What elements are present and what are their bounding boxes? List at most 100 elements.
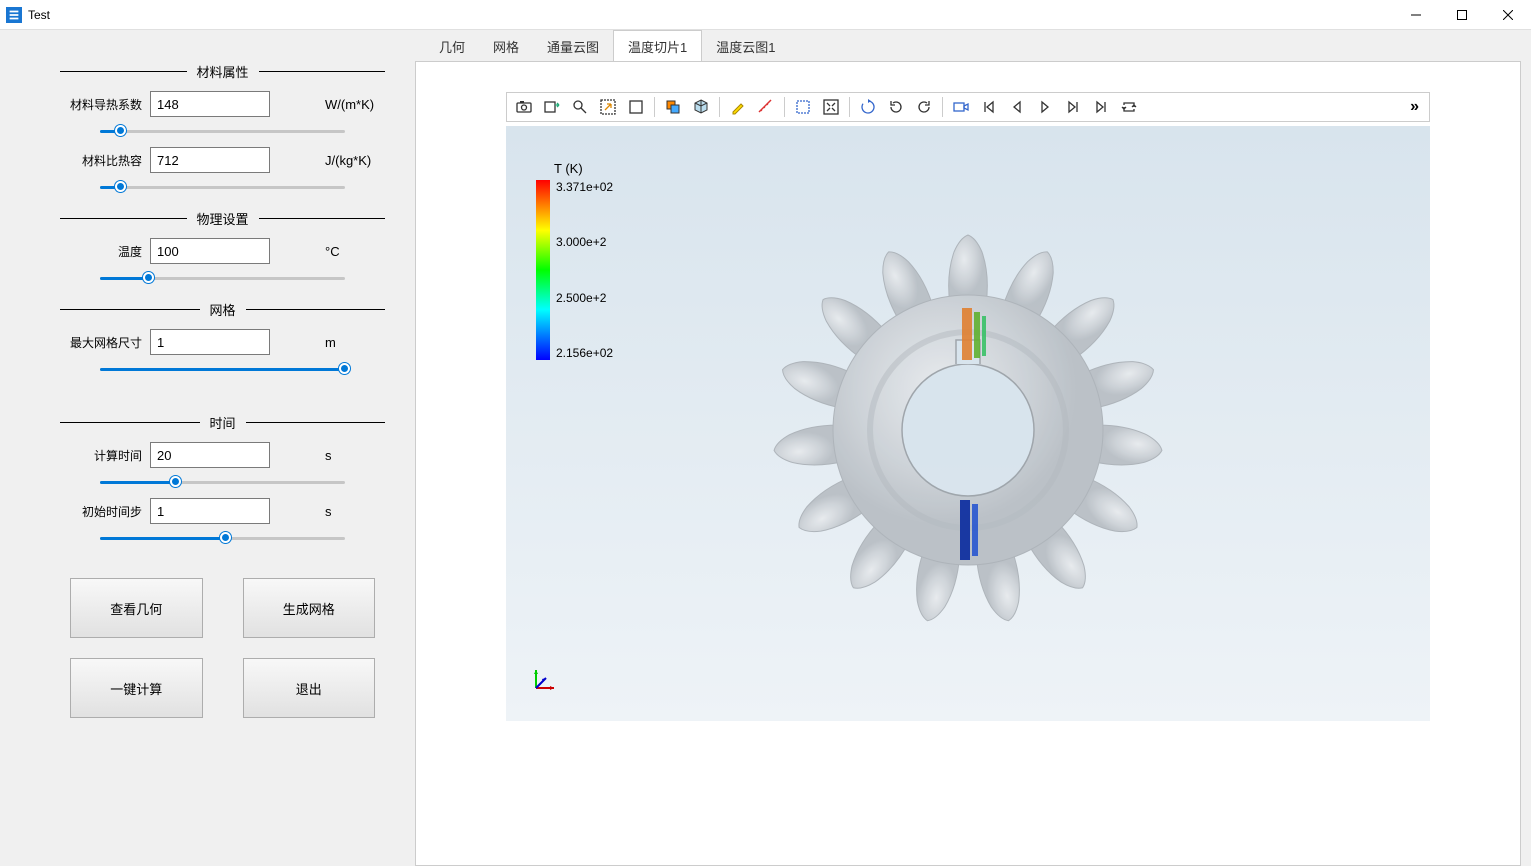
field-label: 材料比热容	[60, 152, 150, 169]
conductivity-slider[interactable]	[60, 121, 385, 141]
field-unit: s	[325, 448, 385, 463]
toolbar-separator	[654, 97, 655, 117]
titlebar-left: Test	[6, 7, 50, 23]
3d-viewport[interactable]: T (K) 3.371e+02 3.000e+2 2.500e+2 2.156e…	[506, 126, 1430, 721]
zoom-icon[interactable]	[567, 94, 593, 120]
measure-icon[interactable]	[753, 94, 779, 120]
color-legend: T (K) 3.371e+02 3.000e+2 2.500e+2 2.156e…	[536, 161, 613, 360]
highlight-icon[interactable]	[725, 94, 751, 120]
legend-labels: 3.371e+02 3.000e+2 2.500e+2 2.156e+02	[556, 180, 613, 360]
legend-tick: 2.500e+2	[556, 291, 613, 305]
group-label: 网格	[200, 300, 246, 319]
select-rect-icon[interactable]	[790, 94, 816, 120]
viewport-frame: » T (K) 3.371e+02 3.000e+2 2.500e+2 2.15…	[415, 61, 1521, 866]
field-calc-time: 计算时间 s	[60, 442, 385, 468]
field-unit: °C	[325, 244, 385, 259]
one-click-compute-button[interactable]: 一键计算	[70, 658, 203, 718]
toolbar-separator	[942, 97, 943, 117]
calc-time-input[interactable]	[150, 442, 270, 468]
prev-icon[interactable]	[1004, 94, 1030, 120]
toolbar-separator	[849, 97, 850, 117]
titlebar: Test	[0, 0, 1531, 30]
group-label: 材料属性	[187, 62, 259, 81]
video-icon[interactable]	[948, 94, 974, 120]
group-header-mesh: 网格	[60, 300, 385, 319]
view-geometry-button[interactable]: 查看几何	[70, 578, 203, 638]
export-icon[interactable]	[539, 94, 565, 120]
zoom-box-icon[interactable]	[595, 94, 621, 120]
action-buttons: 查看几何 生成网格 一键计算 退出	[60, 578, 385, 718]
field-label: 计算时间	[60, 447, 150, 464]
close-button[interactable]	[1485, 0, 1531, 30]
camera-icon[interactable]	[511, 94, 537, 120]
toolbar-separator	[784, 97, 785, 117]
max-mesh-slider[interactable]	[60, 359, 385, 379]
field-label: 初始时间步	[60, 503, 150, 520]
group-header-time: 时间	[60, 413, 385, 432]
toolbar-more-icon[interactable]: »	[1404, 98, 1425, 116]
first-icon[interactable]	[976, 94, 1002, 120]
axis-triad-icon	[530, 664, 560, 699]
field-unit: s	[325, 504, 385, 519]
field-label: 最大网格尺寸	[60, 334, 150, 351]
viewport-toolbar: »	[506, 92, 1430, 122]
loop-icon[interactable]	[1116, 94, 1142, 120]
field-unit: m	[325, 335, 385, 350]
field-conductivity: 材料导热系数 W/(m*K)	[60, 91, 385, 117]
box-icon[interactable]	[623, 94, 649, 120]
rotate-cw-icon[interactable]	[883, 94, 909, 120]
window-title: Test	[28, 8, 50, 22]
group-header-material: 材料属性	[60, 62, 385, 81]
main: 几何网格通量云图温度切片1温度云图1	[415, 30, 1531, 866]
max-mesh-input[interactable]	[150, 329, 270, 355]
temperature-slider[interactable]	[60, 268, 385, 288]
fit-icon[interactable]	[818, 94, 844, 120]
legend-tick: 3.371e+02	[556, 180, 613, 194]
field-temperature: 温度 °C	[60, 238, 385, 264]
init-step-input[interactable]	[150, 498, 270, 524]
group-label: 时间	[200, 413, 246, 432]
minimize-button[interactable]	[1393, 0, 1439, 30]
rotate-icon[interactable]	[855, 94, 881, 120]
temperature-input[interactable]	[150, 238, 270, 264]
content: 材料属性 材料导热系数 W/(m*K) 材料比热容 J/(kg*K) 物理设置 …	[0, 30, 1531, 866]
legend-tick: 3.000e+2	[556, 235, 613, 249]
field-unit: J/(kg*K)	[325, 153, 385, 168]
next-icon[interactable]	[1060, 94, 1086, 120]
legend-title: T (K)	[554, 161, 613, 176]
maximize-button[interactable]	[1439, 0, 1485, 30]
tab-2[interactable]: 通量云图	[533, 31, 613, 62]
heat-capacity-input[interactable]	[150, 147, 270, 173]
calc-time-slider[interactable]	[60, 472, 385, 492]
field-max-mesh: 最大网格尺寸 m	[60, 329, 385, 355]
play-icon[interactable]	[1032, 94, 1058, 120]
rotate-ccw-icon[interactable]	[911, 94, 937, 120]
legend-tick: 2.156e+02	[556, 346, 613, 360]
field-init-step: 初始时间步 s	[60, 498, 385, 524]
gear-model	[758, 220, 1178, 645]
layers-icon[interactable]	[660, 94, 686, 120]
field-heat-capacity: 材料比热容 J/(kg*K)	[60, 147, 385, 173]
tab-3[interactable]: 温度切片1	[613, 30, 702, 62]
toolbar-separator	[719, 97, 720, 117]
group-header-physics: 物理设置	[60, 209, 385, 228]
field-unit: W/(m*K)	[325, 97, 385, 112]
last-icon[interactable]	[1088, 94, 1114, 120]
tabs: 几何网格通量云图温度切片1温度云图1	[415, 30, 1521, 62]
conductivity-input[interactable]	[150, 91, 270, 117]
app-icon	[6, 7, 22, 23]
tab-4[interactable]: 温度云图1	[702, 31, 789, 62]
window-controls	[1393, 0, 1531, 30]
tab-1[interactable]: 网格	[479, 31, 533, 62]
field-label: 材料导热系数	[60, 96, 150, 113]
heat-capacity-slider[interactable]	[60, 177, 385, 197]
field-label: 温度	[60, 243, 150, 260]
tab-0[interactable]: 几何	[425, 31, 479, 62]
generate-mesh-button[interactable]: 生成网格	[243, 578, 376, 638]
sidebar: 材料属性 材料导热系数 W/(m*K) 材料比热容 J/(kg*K) 物理设置 …	[0, 30, 415, 866]
group-label: 物理设置	[187, 209, 259, 228]
legend-bar	[536, 180, 550, 360]
exit-button[interactable]: 退出	[243, 658, 376, 718]
init-step-slider[interactable]	[60, 528, 385, 548]
cube-icon[interactable]	[688, 94, 714, 120]
